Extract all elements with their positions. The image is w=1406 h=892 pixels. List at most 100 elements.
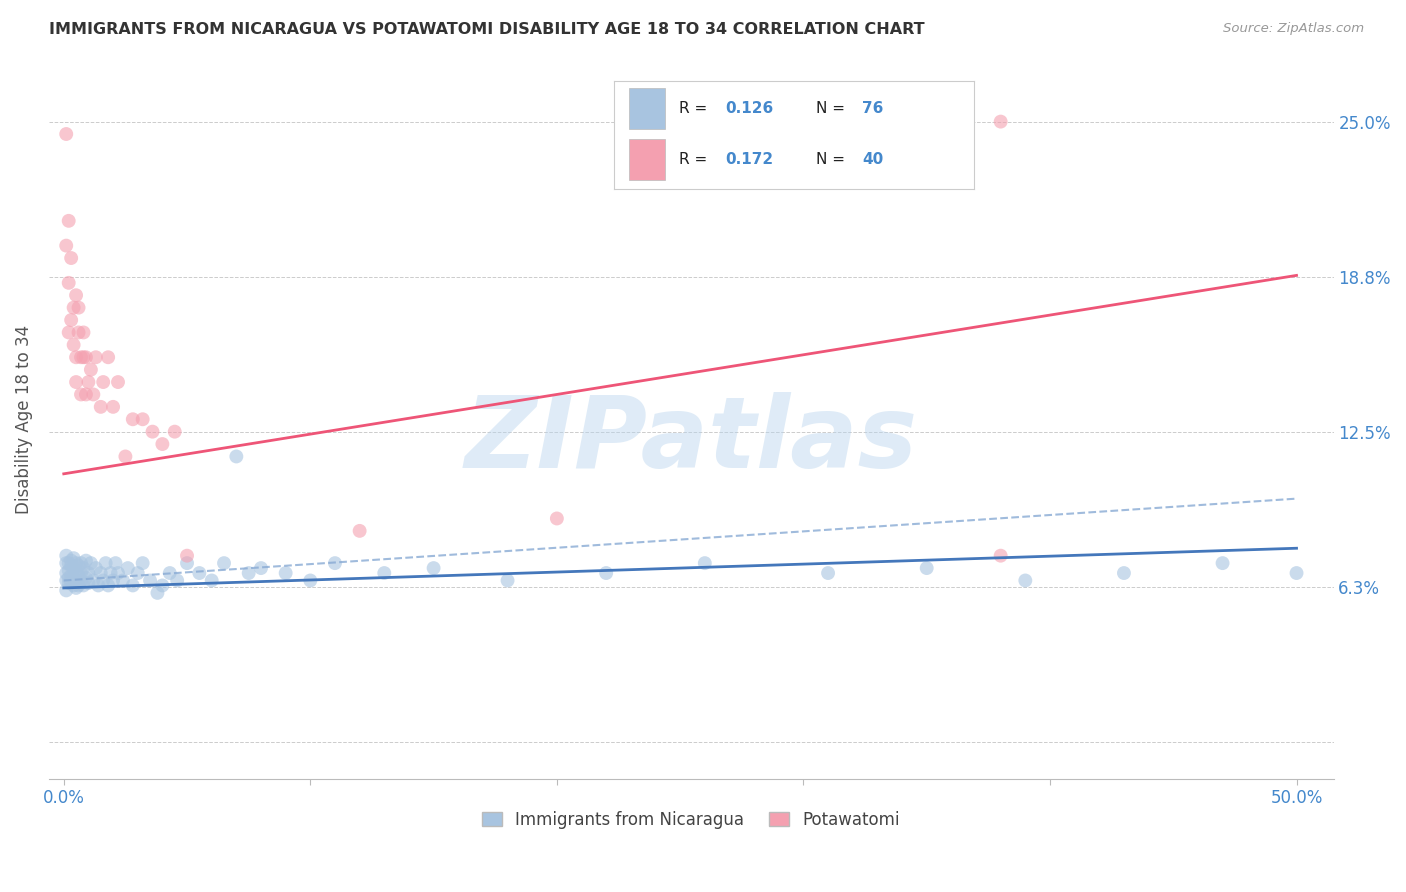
Point xyxy=(97,578,120,592)
Point xyxy=(55,556,77,570)
Point xyxy=(58,214,80,228)
Text: IMMIGRANTS FROM NICARAGUA VS POTAWATOMI DISABILITY AGE 18 TO 34 CORRELATION CHAR: IMMIGRANTS FROM NICARAGUA VS POTAWATOMI … xyxy=(49,22,925,37)
Point xyxy=(990,549,1012,563)
Point xyxy=(72,561,94,575)
Point xyxy=(90,566,112,580)
Point xyxy=(188,566,211,580)
Point xyxy=(323,556,346,570)
Point xyxy=(97,351,120,365)
Point xyxy=(72,326,94,340)
Point xyxy=(1285,566,1308,580)
Point xyxy=(84,351,107,365)
Point xyxy=(150,578,173,592)
Point xyxy=(139,574,162,588)
Point xyxy=(166,574,188,588)
Point xyxy=(121,412,143,426)
Point xyxy=(55,127,77,141)
Point xyxy=(150,437,173,451)
Point xyxy=(65,288,87,302)
Point xyxy=(75,387,97,401)
Point xyxy=(58,564,80,578)
Point xyxy=(70,387,93,401)
Point xyxy=(111,574,134,588)
Point xyxy=(77,375,100,389)
Point xyxy=(67,558,90,573)
Point xyxy=(117,561,139,575)
Point xyxy=(250,561,273,575)
Point xyxy=(62,551,84,566)
Point xyxy=(915,561,938,575)
Point xyxy=(91,574,114,588)
Point xyxy=(107,566,129,580)
Point xyxy=(67,301,90,315)
Point xyxy=(299,574,322,588)
Point xyxy=(82,387,104,401)
Point xyxy=(141,425,163,439)
Point xyxy=(77,576,100,591)
Point xyxy=(55,238,77,252)
Point xyxy=(60,313,83,327)
Point xyxy=(107,375,129,389)
Point xyxy=(201,574,224,588)
Legend: Immigrants from Nicaragua, Potawatomi: Immigrants from Nicaragua, Potawatomi xyxy=(475,804,907,835)
Point xyxy=(70,566,93,580)
Point xyxy=(817,566,839,580)
Point xyxy=(274,566,297,580)
Point xyxy=(72,351,94,365)
Point xyxy=(225,450,247,464)
Point xyxy=(60,554,83,568)
Point xyxy=(94,556,117,570)
Point xyxy=(62,338,84,352)
Point xyxy=(58,276,80,290)
Point xyxy=(1014,574,1036,588)
Point xyxy=(60,576,83,591)
Point xyxy=(90,400,112,414)
Point xyxy=(67,568,90,582)
Point xyxy=(101,574,124,588)
Point xyxy=(67,578,90,592)
Point xyxy=(595,566,617,580)
Point xyxy=(422,561,444,575)
Point xyxy=(65,564,87,578)
Point xyxy=(77,566,100,580)
Point xyxy=(91,375,114,389)
Point xyxy=(70,351,93,365)
Point xyxy=(72,578,94,592)
Point xyxy=(693,556,716,570)
Point xyxy=(60,251,83,265)
Point xyxy=(62,561,84,575)
Point xyxy=(176,556,198,570)
Point xyxy=(373,566,395,580)
Text: ZIPatlas: ZIPatlas xyxy=(464,392,918,490)
Point xyxy=(55,549,77,563)
Point xyxy=(60,568,83,582)
Point xyxy=(100,566,122,580)
Point xyxy=(114,450,136,464)
Point xyxy=(104,556,127,570)
Point xyxy=(82,574,104,588)
Point xyxy=(87,578,110,592)
Point xyxy=(84,561,107,575)
Point xyxy=(163,425,186,439)
Point xyxy=(212,556,235,570)
Point xyxy=(65,574,87,588)
Point xyxy=(58,556,80,570)
Point xyxy=(75,554,97,568)
Point xyxy=(65,556,87,570)
Point xyxy=(121,578,143,592)
Point xyxy=(58,571,80,585)
Point xyxy=(75,351,97,365)
Point xyxy=(58,326,80,340)
Point xyxy=(1212,556,1234,570)
Point xyxy=(55,566,77,580)
Point xyxy=(546,511,568,525)
Point xyxy=(131,412,153,426)
Point xyxy=(62,301,84,315)
Point xyxy=(65,375,87,389)
Point xyxy=(1112,566,1135,580)
Point xyxy=(55,574,77,588)
Point xyxy=(67,326,90,340)
Point xyxy=(60,558,83,573)
Point xyxy=(127,566,149,580)
Point xyxy=(65,351,87,365)
